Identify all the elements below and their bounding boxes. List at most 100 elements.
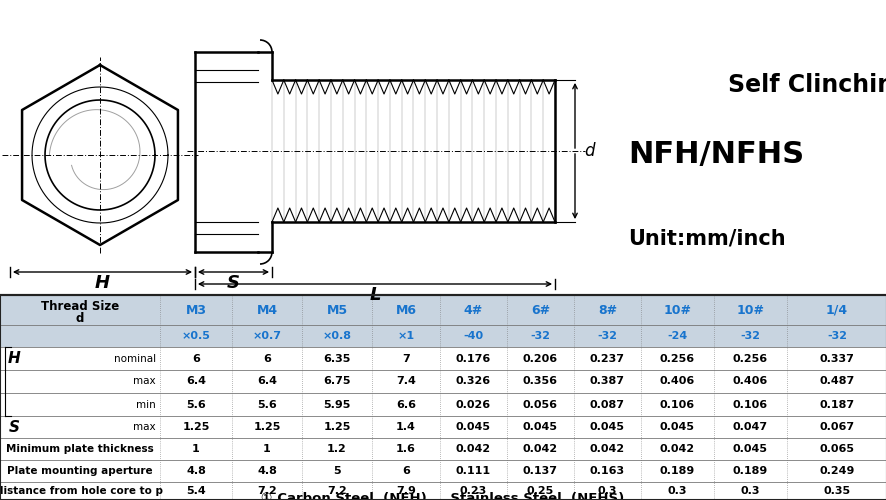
Text: 5.4: 5.4 [186, 486, 206, 496]
Text: 1.25: 1.25 [253, 422, 280, 432]
Text: 0.3: 0.3 [667, 486, 687, 496]
Text: 0.3: 0.3 [597, 486, 617, 496]
Text: S: S [9, 420, 19, 434]
Text: 1/4: 1/4 [825, 304, 847, 316]
Text: 6.75: 6.75 [323, 376, 350, 386]
Text: 0.356: 0.356 [523, 376, 557, 386]
Text: -40: -40 [462, 331, 483, 341]
Text: Plate mounting aperture: Plate mounting aperture [7, 466, 152, 476]
Text: ×0.7: ×0.7 [253, 331, 281, 341]
Text: 0.056: 0.056 [523, 400, 557, 409]
Text: 7.2: 7.2 [257, 486, 276, 496]
Text: 0.176: 0.176 [455, 354, 491, 364]
Text: 5.6: 5.6 [186, 400, 206, 409]
Text: 0.406: 0.406 [659, 376, 695, 386]
Text: 0.045: 0.045 [659, 422, 695, 432]
Text: 0.047: 0.047 [732, 422, 767, 432]
Text: 6.4: 6.4 [186, 376, 206, 386]
Text: NFH/NFHS: NFH/NFHS [627, 140, 804, 170]
Text: ×1: ×1 [397, 331, 414, 341]
Text: 0.206: 0.206 [523, 354, 557, 364]
Text: 1: 1 [263, 444, 270, 454]
Bar [0, 295, 886, 500]
Text: 1.4: 1.4 [396, 422, 416, 432]
Text: Self Clinching Stud: Self Clinching Stud [727, 73, 886, 97]
Text: 0.25: 0.25 [526, 486, 554, 496]
Text: 7.4: 7.4 [396, 376, 416, 386]
Text: 6.6: 6.6 [395, 400, 416, 409]
Text: 8#: 8# [597, 304, 617, 316]
Text: S: S [227, 274, 240, 292]
Text: H: H [8, 351, 20, 366]
Text: 4.8: 4.8 [257, 466, 276, 476]
Text: -32: -32 [597, 331, 617, 341]
Text: 0.042: 0.042 [589, 444, 625, 454]
Text: 0.042: 0.042 [455, 444, 491, 454]
Text: 0.249: 0.249 [819, 466, 854, 476]
Text: 10#: 10# [735, 304, 764, 316]
Text: 0.045: 0.045 [589, 422, 625, 432]
Text: 5.95: 5.95 [323, 400, 350, 409]
Text: 0.067: 0.067 [819, 422, 853, 432]
Text: 0.042: 0.042 [659, 444, 695, 454]
Text: H: H [95, 274, 110, 292]
Text: d: d [583, 142, 594, 160]
Text: 0.163: 0.163 [589, 466, 625, 476]
Text: 10#: 10# [663, 304, 691, 316]
Text: 0.087: 0.087 [589, 400, 625, 409]
Text: distance from hole core to p: distance from hole core to p [0, 486, 163, 496]
Text: 4#: 4# [463, 304, 483, 316]
Text: -32: -32 [826, 331, 846, 341]
Text: 1: 1 [192, 444, 199, 454]
Text: 0.256: 0.256 [659, 354, 695, 364]
Text: M5: M5 [326, 304, 347, 316]
Text: 6#: 6# [531, 304, 549, 316]
Text: max: max [133, 422, 156, 432]
Text: 6.4: 6.4 [257, 376, 276, 386]
Text: L: L [369, 286, 380, 304]
Text: 0.045: 0.045 [732, 444, 767, 454]
Text: 0.487: 0.487 [819, 376, 854, 386]
Text: -32: -32 [740, 331, 759, 341]
Text: 5.6: 5.6 [257, 400, 276, 409]
Text: 0.065: 0.065 [819, 444, 853, 454]
Text: max: max [133, 376, 156, 386]
Text: 7: 7 [401, 354, 409, 364]
Text: 0.326: 0.326 [455, 376, 491, 386]
Text: 1.25: 1.25 [323, 422, 350, 432]
Text: 0.337: 0.337 [819, 354, 853, 364]
Text: M6: M6 [395, 304, 416, 316]
Text: d: d [75, 312, 84, 324]
Text: 6.35: 6.35 [323, 354, 350, 364]
Text: min: min [136, 400, 156, 409]
Text: 0.111: 0.111 [455, 466, 491, 476]
Text: Minimum plate thickness: Minimum plate thickness [6, 444, 153, 454]
Bar [0, 325, 886, 347]
Text: M4: M4 [256, 304, 277, 316]
Text: 0.189: 0.189 [659, 466, 695, 476]
Text: M3: M3 [185, 304, 206, 316]
Text: -32: -32 [530, 331, 550, 341]
Text: 6: 6 [192, 354, 199, 364]
Bar [0, 295, 886, 325]
Text: 7.9: 7.9 [396, 486, 416, 496]
Text: Unit:mm/inch: Unit:mm/inch [627, 228, 785, 248]
Text: 5: 5 [333, 466, 340, 476]
Text: 0.237: 0.237 [589, 354, 625, 364]
Text: 0.35: 0.35 [822, 486, 850, 496]
Text: 1.25: 1.25 [183, 422, 209, 432]
Text: 0.187: 0.187 [819, 400, 853, 409]
Text: 0.3: 0.3 [740, 486, 759, 496]
Text: 1.2: 1.2 [327, 444, 346, 454]
Text: 0.045: 0.045 [523, 422, 557, 432]
Text: ①,Carbon Steel  (NFH)  ,  Stainless Steel  (NFHS): ①,Carbon Steel (NFH) , Stainless Steel (… [261, 492, 624, 500]
Text: ×0.5: ×0.5 [182, 331, 210, 341]
Text: 7.2: 7.2 [327, 486, 346, 496]
Text: 0.026: 0.026 [455, 400, 491, 409]
Text: 4.8: 4.8 [186, 466, 206, 476]
Text: ×0.8: ×0.8 [323, 331, 351, 341]
Text: Thread Size: Thread Size [41, 300, 119, 314]
Text: 0.042: 0.042 [523, 444, 557, 454]
Text: 1.6: 1.6 [396, 444, 416, 454]
Text: 0.256: 0.256 [732, 354, 767, 364]
